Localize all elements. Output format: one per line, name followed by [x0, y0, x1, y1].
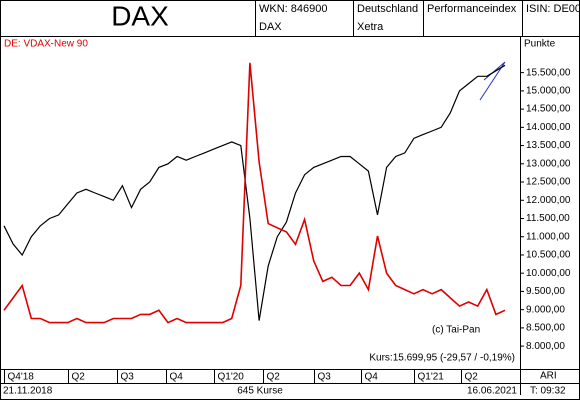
chart-title: DAX: [111, 0, 169, 31]
footer-tool: ARI: [540, 371, 557, 382]
y-tick-label: 14.000,00: [526, 122, 571, 133]
header-wkn: WKN: 846900: [259, 3, 327, 15]
y-tick-label: 8.000,00: [526, 341, 565, 352]
y-tick-label: 12.500,00: [526, 177, 571, 188]
y-tick-label: 14.500,00: [526, 104, 571, 115]
x-tick-label: Q2: [72, 372, 86, 383]
x-tick-label: Q2: [465, 372, 479, 383]
x-tick-label: Q3: [318, 372, 332, 383]
y-tick-label: 10.000,00: [526, 268, 571, 279]
x-tick-label: Q1'20: [218, 372, 245, 383]
y-tick-label: 11.000,00: [526, 231, 570, 242]
header-exchange: Xetra: [357, 21, 384, 33]
x-tick-label: Q4: [365, 372, 379, 383]
quote: Kurs:15.699,95 (-29,57 / -0,19%): [369, 353, 515, 364]
y-tick-label: 8.500,00: [526, 323, 565, 334]
legend-vdax: DE: VDAX-New 90: [4, 39, 88, 50]
footer-end: 16.06.2021: [467, 386, 517, 397]
x-tick-label: Q1'21: [418, 372, 445, 383]
y-tick-label: 13.000,00: [526, 158, 571, 169]
y-axis-label: Punkte: [524, 39, 556, 50]
x-tick-label: Q4'18: [8, 372, 35, 383]
y-tick-label: 12.000,00: [526, 195, 571, 206]
header-series: DAX: [259, 21, 282, 33]
header-country: Deutschland: [357, 3, 418, 15]
y-tick-label: 9.000,00: [526, 304, 565, 315]
x-tick-label: Q4: [170, 372, 184, 383]
y-tick-label: 11.500,00: [526, 213, 570, 224]
y-tick-label: 15.000,00: [526, 86, 571, 97]
x-tick-label: Q2: [267, 372, 281, 383]
y-tick-label: 13.500,00: [526, 140, 571, 151]
y-tick-label: 10.500,00: [526, 250, 571, 261]
series-line: [3, 64, 506, 321]
series-line: [3, 62, 506, 324]
y-tick-label: 9.500,00: [526, 286, 565, 297]
x-tick-label: Q3: [121, 372, 135, 383]
footer-start: 21.11.2018: [3, 386, 53, 397]
header-kind: Performanceindex: [427, 3, 517, 15]
footer-count: 645 Kurse: [237, 386, 283, 397]
header-isin: ISIN: DE00: [526, 3, 580, 15]
footer-time: T: 09:32: [530, 386, 566, 397]
copyright: (c) Tai-Pan: [432, 325, 480, 336]
y-tick-label: 15.500,00: [526, 67, 571, 78]
